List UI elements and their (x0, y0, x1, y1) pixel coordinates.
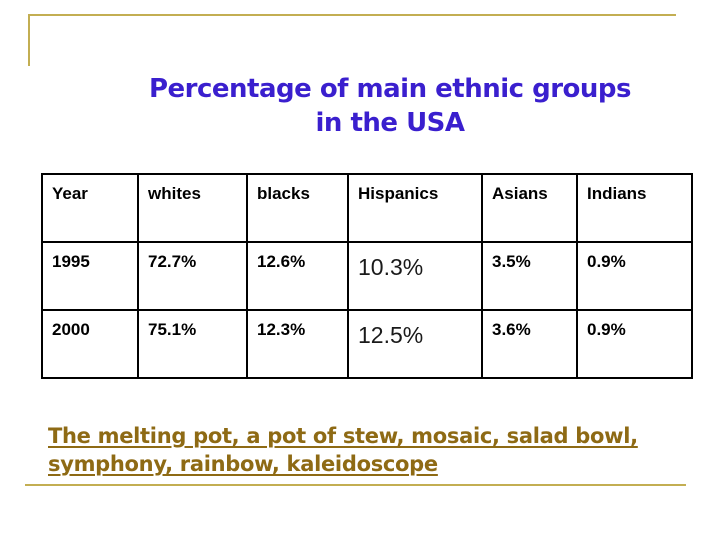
footer-note: The melting pot, a pot of stew, mosaic, … (48, 422, 698, 478)
column-header-indians: Indians (576, 173, 693, 243)
table-row-2000: 2000 75.1% 12.3% 12.5% 3.6% 0.9% (41, 309, 693, 379)
cell-blacks-2000: 12.3% (246, 309, 349, 379)
cell-year-2000: 2000 (41, 309, 139, 379)
column-header-whites: whites (137, 173, 248, 243)
slide-title-line-1: Percentage of main ethnic groups (148, 74, 632, 104)
cell-blacks-1995: 12.6% (246, 241, 349, 311)
gold-corner-line-horizontal (28, 14, 676, 16)
slide-title: Percentage of main ethnic groups in the … (40, 72, 720, 140)
cell-hispanics-2000: 12.5% (347, 309, 483, 379)
ethnic-groups-table: Year whites blacks Hispanics Asians Indi… (41, 173, 693, 379)
column-header-blacks: blacks (246, 173, 349, 243)
column-header-year: Year (41, 173, 139, 243)
cell-whites-1995: 72.7% (137, 241, 248, 311)
cell-whites-2000: 75.1% (137, 309, 248, 379)
footer-note-line-2: symphony, rainbow, kaleidoscope (48, 452, 438, 476)
cell-indians-1995: 0.9% (576, 241, 693, 311)
gold-divider-line (25, 484, 686, 486)
table-header-row: Year whites blacks Hispanics Asians Indi… (41, 173, 693, 243)
cell-hispanics-1995: 10.3% (347, 241, 483, 311)
cell-year-1995: 1995 (41, 241, 139, 311)
column-header-hispanics: Hispanics (347, 173, 483, 243)
slide-title-line-2: in the USA (315, 108, 465, 138)
cell-asians-1995: 3.5% (481, 241, 578, 311)
column-header-asians: Asians (481, 173, 578, 243)
table-row-1995: 1995 72.7% 12.6% 10.3% 3.5% 0.9% (41, 241, 693, 311)
cell-asians-2000: 3.6% (481, 309, 578, 379)
cell-indians-2000: 0.9% (576, 309, 693, 379)
gold-corner-line-vertical (28, 14, 30, 66)
footer-note-line-1: The melting pot, a pot of stew, mosaic, … (48, 424, 638, 448)
